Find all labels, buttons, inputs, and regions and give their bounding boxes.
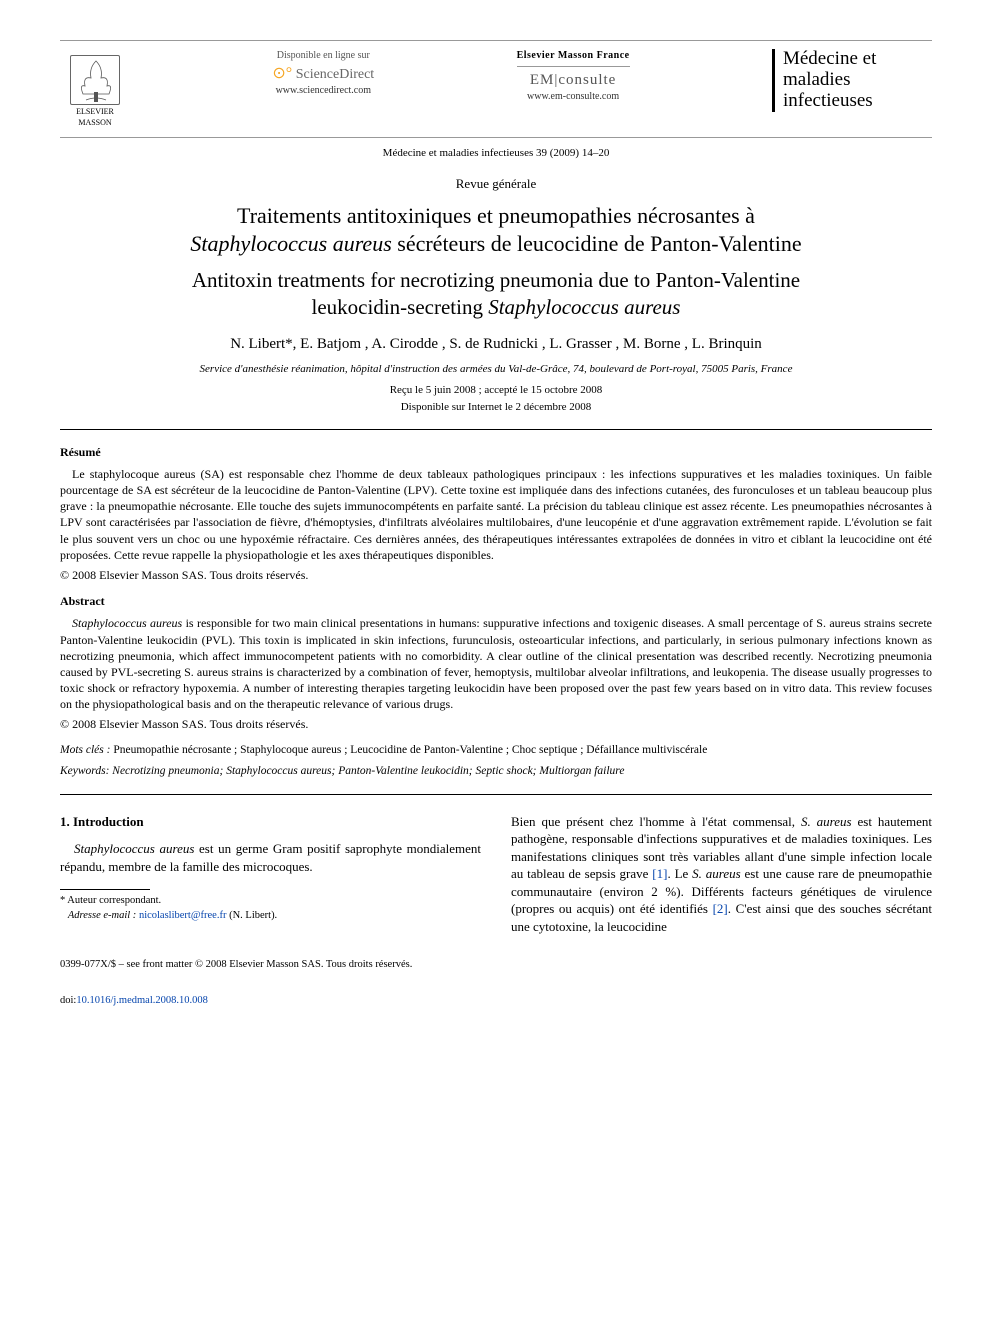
- date-online: Disponible sur Internet le 2 décembre 20…: [60, 400, 932, 415]
- doi-line: doi:10.1016/j.medmal.2008.10.008: [60, 994, 932, 1008]
- rule-bottom: [60, 794, 932, 795]
- elsevier-tree-logo: ELSEVIER MASSON: [60, 49, 130, 129]
- authors-list: N. Libert*, E. Batjom , A. Cirodde , S. …: [60, 334, 932, 354]
- introduction-heading: 1. Introduction: [60, 813, 481, 831]
- author-email-link[interactable]: nicolaslibert@free.fr: [139, 910, 227, 921]
- abstract-heading: Abstract: [60, 593, 932, 609]
- footnote-rule: [60, 889, 150, 890]
- publisher-name: ELSEVIER MASSON: [60, 107, 130, 129]
- resume-heading: Résumé: [60, 444, 932, 460]
- abstract-copyright: © 2008 Elsevier Masson SAS. Tous droits …: [60, 716, 932, 732]
- em-url[interactable]: www.em-consulte.com: [527, 90, 619, 104]
- column-left: 1. Introduction Staphylococcus aureus es…: [60, 813, 481, 936]
- resume-body: Le staphylocoque aureus (SA) est respons…: [60, 466, 932, 563]
- date-received: Reçu le 5 juin 2008 ; accepté le 15 octo…: [60, 383, 932, 398]
- sciencedirect-logo: ⊙° ScienceDirect: [272, 63, 374, 85]
- intro-para-2: Bien que présent chez l'homme à l'état c…: [511, 813, 932, 936]
- intro-para-1: Staphylococcus aureus est un germe Gram …: [60, 840, 481, 875]
- resume-copyright: © 2008 Elsevier Masson SAS. Tous droits …: [60, 567, 932, 583]
- body-columns: 1. Introduction Staphylococcus aureus es…: [60, 813, 932, 936]
- article-type: Revue générale: [60, 175, 932, 193]
- title-english: Antitoxin treatments for necrotizing pne…: [60, 267, 932, 320]
- divider: [517, 66, 630, 67]
- ref-link-2[interactable]: [2]: [713, 901, 728, 916]
- affiliation: Service d'anesthésie réanimation, hôpita…: [60, 362, 932, 377]
- front-matter-line: 0399-077X/$ – see front matter © 2008 El…: [60, 958, 932, 972]
- em-logo: EM|consulte: [530, 70, 617, 90]
- publisher-block: ELSEVIER MASSON: [60, 49, 130, 129]
- journal-title-line1: Médecine et: [783, 49, 932, 70]
- sd-swirl-icon: ⊙°: [272, 65, 292, 82]
- header-banner: ELSEVIER MASSON Disponible en ligne sur …: [60, 40, 932, 138]
- tree-icon: [70, 55, 120, 105]
- title-french: Traitements antitoxiniques et pneumopath…: [60, 202, 932, 257]
- mots-cles: Mots clés : Pneumopathie nécrosante ; St…: [60, 743, 932, 759]
- sd-url[interactable]: www.sciencedirect.com: [276, 84, 371, 98]
- sciencedirect-block: Disponible en ligne sur ⊙° ScienceDirect…: [272, 49, 374, 98]
- journal-citation: Médecine et maladies infectieuses 39 (20…: [60, 146, 932, 161]
- sd-tagline: Disponible en ligne sur: [277, 49, 370, 63]
- emconsulte-block: Elsevier Masson France EM|consulte www.e…: [517, 49, 630, 103]
- column-right: Bien que présent chez l'homme à l'état c…: [511, 813, 932, 936]
- keywords-en: Keywords: Necrotizing pneumonia; Staphyl…: [60, 764, 932, 780]
- abstract-body: Staphylococcus aureus is responsible for…: [60, 615, 932, 712]
- doi-link[interactable]: 10.1016/j.medmal.2008.10.008: [76, 995, 208, 1006]
- journal-title-line2: maladies infectieuses: [783, 70, 932, 112]
- journal-title-logo: Médecine et maladies infectieuses: [772, 49, 932, 112]
- emf-name: Elsevier Masson France: [517, 49, 630, 63]
- rule-top: [60, 429, 932, 430]
- corresponding-author: * Auteur correspondant.: [60, 894, 481, 908]
- email-line: Adresse e-mail : nicolaslibert@free.fr (…: [60, 909, 481, 923]
- ref-link-1[interactable]: [1]: [652, 866, 667, 881]
